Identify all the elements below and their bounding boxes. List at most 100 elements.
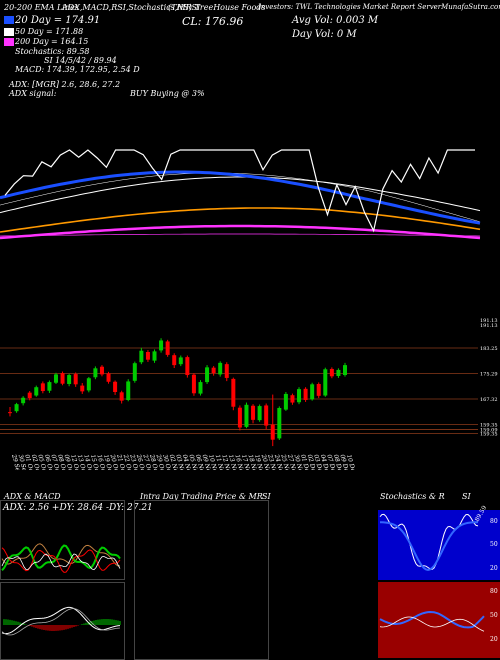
stochastic-k-line bbox=[379, 513, 479, 570]
candle-body bbox=[132, 363, 137, 381]
candle-body bbox=[211, 367, 216, 374]
rsi-level-50: 50 bbox=[490, 612, 498, 619]
adx-signal-label: ADX signal: bbox=[9, 89, 57, 98]
adx-signal-value: BUY Buying @ 3% bbox=[130, 89, 205, 98]
candle-body bbox=[198, 382, 203, 394]
avg-vol-value: Avg Vol: 0.003 M bbox=[292, 15, 379, 26]
candle-body bbox=[159, 340, 164, 351]
ema20-value: 20 Day = 174.91 bbox=[15, 15, 101, 26]
stochastics-value: Stochastics: 89.58 bbox=[15, 47, 90, 56]
candle-body bbox=[244, 404, 249, 427]
candle-body bbox=[231, 378, 236, 407]
ema50-thin-line bbox=[0, 172, 481, 223]
candle-body bbox=[113, 381, 118, 392]
macd-line bbox=[1, 606, 121, 635]
adx-aux-line bbox=[1, 553, 121, 571]
candle-body bbox=[283, 393, 288, 410]
ema200-thin-line bbox=[0, 233, 481, 237]
day-vol-value: Day Vol: 0 M bbox=[292, 29, 357, 40]
macd-value: MACD: 174.39, 172.95, 2.54 D bbox=[15, 65, 140, 74]
adx-panel-values: ADX: 2.56 +DY: 28.64 -DY: 27.21 bbox=[3, 503, 153, 513]
candle-body bbox=[60, 373, 65, 384]
si-value: SI 14/5/42 / 89.94 bbox=[44, 56, 117, 65]
ema200-line bbox=[0, 224, 481, 240]
price-axis-label: 167.32 bbox=[480, 397, 498, 403]
stoch-panel-si: SI bbox=[462, 492, 471, 501]
price-axis-label: 183.25 bbox=[480, 346, 498, 352]
stoch-level-80: 80 bbox=[490, 518, 498, 525]
intraday-panel-si: SI bbox=[262, 492, 271, 501]
ema50-swatch bbox=[4, 28, 14, 36]
candle-body bbox=[152, 351, 157, 361]
candle-body bbox=[185, 357, 190, 376]
candle-body bbox=[27, 392, 32, 399]
ema100-line bbox=[0, 207, 481, 233]
candle-body bbox=[53, 374, 58, 383]
candle-body bbox=[145, 352, 150, 360]
candle-body bbox=[139, 350, 144, 363]
candle-body bbox=[251, 405, 256, 420]
candle-body bbox=[86, 378, 91, 391]
candle-body bbox=[290, 395, 295, 403]
header-ticker: (THS) TreeHouse Foods bbox=[168, 3, 266, 12]
candle-body bbox=[119, 392, 124, 401]
candle-body bbox=[323, 369, 328, 396]
rsi-level-20: 20 bbox=[490, 636, 498, 643]
candle-body bbox=[67, 375, 72, 384]
ema50-line bbox=[0, 176, 481, 214]
rsi-level-80: 80 bbox=[490, 588, 498, 595]
adx-panel-title: ADX & MACD bbox=[4, 492, 61, 501]
candle-body bbox=[191, 374, 196, 394]
candle-body bbox=[277, 408, 282, 439]
candle-body bbox=[270, 424, 275, 440]
candle-body bbox=[126, 381, 131, 400]
candle-body bbox=[237, 407, 242, 428]
candle-body bbox=[73, 374, 78, 385]
price-axis-top-label: 191.13 bbox=[480, 318, 498, 324]
candle-body bbox=[40, 383, 45, 392]
header-ema-label: 20-200 EMA Lines bbox=[4, 3, 79, 12]
stoch-level-20: 20 bbox=[490, 565, 498, 572]
adx-value: ADX: [MGR] 2.6, 28.6, 27.2 bbox=[9, 80, 121, 89]
candle-body bbox=[257, 406, 262, 421]
ema200-swatch bbox=[4, 38, 14, 46]
candle-body bbox=[310, 384, 315, 400]
candle-body bbox=[224, 364, 229, 378]
stochastic-d-line bbox=[380, 521, 479, 572]
candle-body bbox=[178, 357, 183, 365]
candle-body bbox=[106, 373, 111, 382]
ema20-line bbox=[0, 170, 481, 225]
macd-signal-line bbox=[1, 608, 121, 636]
candle-body bbox=[336, 369, 341, 376]
price-axis-top-label: 191.13 bbox=[480, 323, 498, 329]
candle-body bbox=[14, 404, 19, 412]
candle-body bbox=[264, 405, 269, 426]
candle-body bbox=[316, 384, 321, 396]
candle-body bbox=[21, 397, 26, 404]
candle-body bbox=[205, 367, 210, 383]
adx-macd-panel bbox=[0, 500, 125, 660]
stoch-level-50: 50 bbox=[490, 541, 498, 548]
candle-body bbox=[218, 362, 223, 375]
price-axis-label: 175.29 bbox=[480, 371, 498, 377]
header-company: Investors: TWL Technologies Market Repor… bbox=[258, 3, 500, 11]
stoch-panel-title: Stochastics & R bbox=[380, 492, 445, 501]
rsi-line bbox=[379, 610, 485, 629]
price-axis-label: 159.35 bbox=[480, 432, 498, 438]
minus-di-line bbox=[1, 547, 121, 573]
candle-body bbox=[93, 368, 98, 378]
candle-body bbox=[165, 341, 170, 355]
mrsi-line bbox=[379, 616, 485, 632]
candle-body bbox=[297, 389, 302, 403]
candle-body bbox=[172, 355, 177, 366]
candle-body bbox=[343, 365, 347, 376]
adx-line bbox=[1, 543, 120, 567]
intraday-panel-title: Intra Day Trading Price & MR bbox=[140, 492, 263, 501]
header-chart-name: ADX,MACD,RSI,Stochastics,MRSI bbox=[62, 3, 201, 12]
candle-body bbox=[303, 388, 308, 400]
stochastics-rsi-panel: 89.59 80 50 20 80 50 20 bbox=[378, 504, 500, 658]
ema20-swatch bbox=[4, 16, 14, 24]
candle-body bbox=[329, 368, 334, 377]
plus-di-line bbox=[1, 544, 121, 571]
